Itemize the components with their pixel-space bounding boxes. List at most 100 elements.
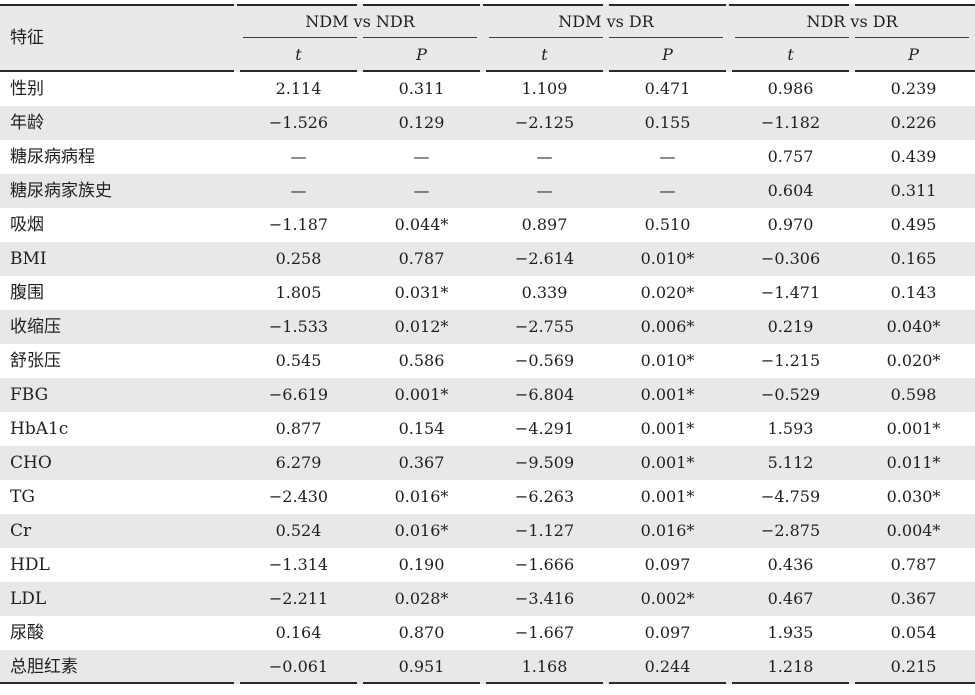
p-value-cell: 0.004* xyxy=(886,521,941,540)
p-value-cell: 0.155 xyxy=(644,113,691,132)
sub-header-row: t P t P t P xyxy=(0,38,975,72)
t-value-cell: −0.569 xyxy=(514,351,575,370)
t-value-cell: −1.127 xyxy=(514,521,575,540)
p-value-cell: 0.787 xyxy=(398,249,445,268)
table-row: LDL −2.211 0.028* −3.416 0.002* 0.467 0.367 xyxy=(0,582,975,616)
table-row: 总胆红素 −0.061 0.951 1.168 0.244 1.218 0.215 xyxy=(0,650,975,684)
p-value-cell: 0.010* xyxy=(640,351,695,370)
t-value-cell: 1.593 xyxy=(767,419,814,438)
t-value-cell: 1.805 xyxy=(275,283,322,302)
t-value-cell: −1.215 xyxy=(760,351,821,370)
p-value-cell: 0.870 xyxy=(398,623,445,642)
p-value-cell: 0.239 xyxy=(890,79,937,98)
t-value-cell: −1.471 xyxy=(760,283,821,302)
group-header-row: 特征 NDM vs NDR NDM vs DR NDR vs DR xyxy=(0,4,975,66)
table-row: 腹围 1.805 0.031* 0.339 0.020* −1.471 0.143 xyxy=(0,276,975,310)
t-value-cell: −1.526 xyxy=(268,113,329,132)
p-value-cell: 0.006* xyxy=(640,317,695,336)
t-value-cell: −1.314 xyxy=(268,555,329,574)
t-value-cell: 0.339 xyxy=(521,283,568,302)
t-value-cell: 0.757 xyxy=(767,147,814,166)
t-value-cell: 1.218 xyxy=(729,650,853,684)
feature-column-header: 特征 xyxy=(0,4,237,72)
t-value-cell: 0.467 xyxy=(767,589,814,608)
t-value-cell: −2.211 xyxy=(268,589,329,608)
t-value-cell: −6.619 xyxy=(268,385,329,404)
p-value-cell: 0.001* xyxy=(640,487,695,506)
t-value-cell: 0.877 xyxy=(275,419,322,438)
feature-cell: 糖尿病病程 xyxy=(10,147,95,167)
p-value-cell: 0.016* xyxy=(394,487,449,506)
t-value-cell: — xyxy=(290,147,307,166)
table-row: BMI 0.258 0.787 −2.614 0.010* −0.306 0.165 xyxy=(0,242,975,276)
t-value-cell: −1.667 xyxy=(514,623,575,642)
feature-cell: 尿酸 xyxy=(10,623,44,643)
table-row: HbA1c 0.877 0.154 −4.291 0.001* 1.593 0.001* xyxy=(0,412,975,446)
p-value-cell: 0.190 xyxy=(398,555,445,574)
t-value-cell: −6.263 xyxy=(514,487,575,506)
t-value-cell: −2.125 xyxy=(514,113,575,132)
p-value-cell: — xyxy=(659,147,676,166)
feature-cell: CHO xyxy=(10,453,52,473)
t-column-header: t xyxy=(237,38,360,72)
t-value-cell: 5.112 xyxy=(767,453,814,472)
table-row: 性别 2.114 0.311 1.109 0.471 0.986 0.239 xyxy=(0,72,975,106)
table-row: 糖尿病家族史 — — — — 0.604 0.311 xyxy=(0,174,975,208)
p-value-cell: 0.598 xyxy=(890,385,937,404)
p-value-cell: 0.311 xyxy=(398,79,445,98)
t-value-cell: — xyxy=(536,181,553,200)
p-value-cell: 0.054 xyxy=(890,623,937,642)
t-value-cell: 1.109 xyxy=(521,79,568,98)
t-value-cell: 0.436 xyxy=(767,555,814,574)
p-value-cell: 0.016* xyxy=(640,521,695,540)
t-value-cell: −3.416 xyxy=(514,589,575,608)
p-value-cell: 0.001* xyxy=(640,453,695,472)
p-value-cell: 0.012* xyxy=(394,317,449,336)
p-value-cell: 0.020* xyxy=(886,351,941,370)
p-value-cell: 0.040* xyxy=(886,317,941,336)
p-value-cell: 0.044* xyxy=(394,215,449,234)
table-header: 特征 NDM vs NDR NDM vs DR NDR vs DR t P t … xyxy=(0,4,975,72)
feature-cell: 性别 xyxy=(10,79,44,99)
group-header-ndm-vs-dr: NDM vs DR xyxy=(483,4,729,38)
feature-cell: HbA1c xyxy=(10,419,69,439)
feature-cell: 腹围 xyxy=(10,283,44,303)
comparison-table: 特征 NDM vs NDR NDM vs DR NDR vs DR t P t … xyxy=(0,4,975,684)
t-value-cell: −4.291 xyxy=(514,419,575,438)
t-column-header: t xyxy=(729,38,853,72)
p-value-cell: 0.028* xyxy=(394,589,449,608)
t-value-cell: — xyxy=(290,181,307,200)
p-value-cell: 0.001* xyxy=(640,385,695,404)
feature-cell: 吸烟 xyxy=(10,215,44,235)
p-value-cell: 0.031* xyxy=(394,283,449,302)
t-value-cell: 1.168 xyxy=(483,650,607,684)
t-value-cell: 2.114 xyxy=(275,79,322,98)
p-value-cell: 0.367 xyxy=(890,589,937,608)
t-value-cell: −1.533 xyxy=(268,317,329,336)
p-value-cell: 0.951 xyxy=(360,650,484,684)
p-value-cell: — xyxy=(413,181,430,200)
table-row: CHO 6.279 0.367 −9.509 0.001* 5.112 0.011* xyxy=(0,446,975,480)
p-value-cell: 0.129 xyxy=(398,113,445,132)
p-value-cell: 0.030* xyxy=(886,487,941,506)
p-value-cell: 0.010* xyxy=(640,249,695,268)
table-row: 舒张压 0.545 0.586 −0.569 0.010* −1.215 0.020* xyxy=(0,344,975,378)
t-value-cell: 0.970 xyxy=(767,215,814,234)
t-value-cell: −2.875 xyxy=(760,521,821,540)
p-value-cell: 0.002* xyxy=(640,589,695,608)
p-value-cell: 0.001* xyxy=(640,419,695,438)
p-value-cell: 0.154 xyxy=(398,419,445,438)
t-value-cell: −0.529 xyxy=(760,385,821,404)
t-value-cell: 0.219 xyxy=(767,317,814,336)
t-value-cell: −2.755 xyxy=(514,317,575,336)
table-body: 性别 2.114 0.311 1.109 0.471 0.986 0.239 年龄 −1.526… xyxy=(0,72,975,684)
table-row: 年龄 −1.526 0.129 −2.125 0.155 −1.182 0.226 xyxy=(0,106,975,140)
table-row: TG −2.430 0.016* −6.263 0.001* −4.759 0.030* xyxy=(0,480,975,514)
table-row: 糖尿病病程 — — — — 0.757 0.439 xyxy=(0,140,975,174)
p-value-cell: 0.495 xyxy=(890,215,937,234)
p-value-cell: 0.226 xyxy=(890,113,937,132)
feature-cell: 收缩压 xyxy=(10,317,61,337)
t-value-cell: −1.182 xyxy=(760,113,821,132)
p-value-cell: 0.787 xyxy=(890,555,937,574)
